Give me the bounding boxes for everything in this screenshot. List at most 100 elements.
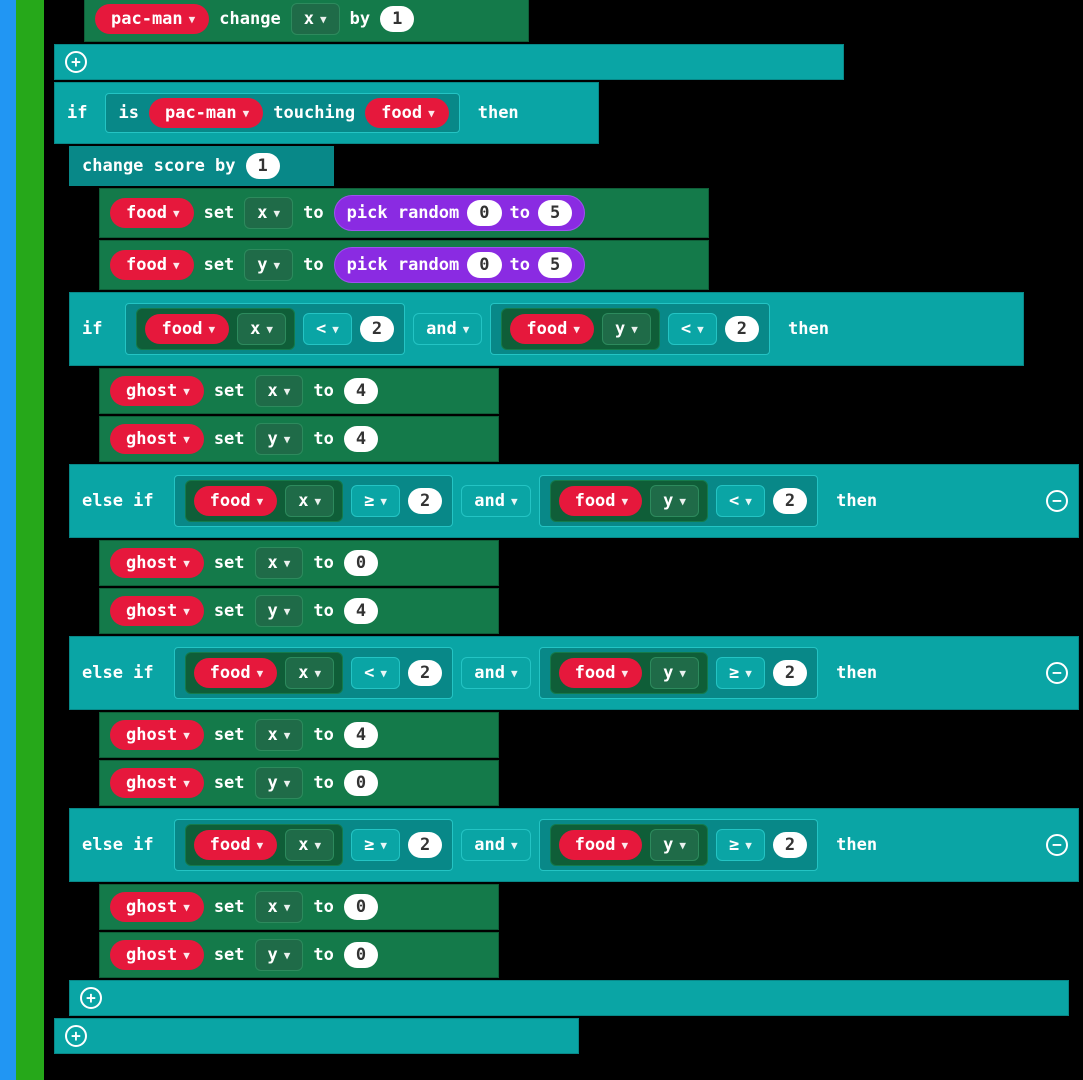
minus-icon[interactable]: −	[1046, 490, 1068, 512]
minus-icon[interactable]: −	[1046, 662, 1068, 684]
sprite-dropdown-ghost[interactable]: ghost▼	[110, 424, 204, 454]
add-slot-bar[interactable]: +	[54, 1018, 579, 1054]
var-dropdown[interactable]: y▼	[255, 939, 304, 971]
ghost-set-block[interactable]: ghost▼ set x▼ to 0	[99, 884, 499, 930]
value-input[interactable]: 5	[538, 252, 572, 278]
var-dropdown-y[interactable]: y▼	[244, 249, 293, 281]
set-random-y-block[interactable]: food▼ set y▼ to pick random 0 to 5	[99, 240, 709, 290]
value-input[interactable]: 0	[344, 942, 378, 968]
sprite-dropdown-food[interactable]: food▼	[110, 198, 194, 228]
var-dropdown-x[interactable]: x▼	[285, 485, 334, 517]
plus-icon[interactable]: +	[80, 987, 102, 1009]
sprite-dropdown-food[interactable]: food▼	[194, 486, 278, 516]
ghost-set-block[interactable]: ghost▼ set y▼ to 0	[99, 932, 499, 978]
value-input[interactable]: 2	[773, 660, 807, 686]
var-dropdown[interactable]: x▼	[255, 891, 304, 923]
value-input[interactable]: 2	[408, 832, 442, 858]
var-dropdown-y[interactable]: y▼	[602, 313, 651, 345]
operator-dropdown[interactable]: <▼	[303, 313, 352, 345]
if-condition-block[interactable]: if food▼ x▼ <▼ 2 and▼ food▼ y▼ <▼ 2 then	[69, 292, 1024, 366]
sprite-dropdown-food[interactable]: food▼	[559, 830, 643, 860]
logic-dropdown[interactable]: and▼	[413, 313, 482, 345]
operator-dropdown[interactable]: <▼	[668, 313, 717, 345]
ghost-set-block[interactable]: ghost▼ set x▼ to 4	[99, 712, 499, 758]
minus-icon[interactable]: −	[1046, 834, 1068, 856]
sprite-dropdown-food[interactable]: food▼	[365, 98, 449, 128]
var-dropdown-x[interactable]: x▼	[244, 197, 293, 229]
sprite-dropdown-ghost[interactable]: ghost▼	[110, 596, 204, 626]
value-input[interactable]: 4	[344, 426, 378, 452]
var-dropdown-x[interactable]: x ▼	[291, 3, 340, 35]
plus-icon[interactable]: +	[65, 1025, 87, 1047]
var-dropdown-x[interactable]: x▼	[237, 313, 286, 345]
change-x-block[interactable]: pac-man ▼ change x ▼ by 1	[84, 0, 529, 42]
pick-random-block[interactable]: pick random 0 to 5	[334, 195, 586, 231]
add-slot-bar[interactable]: +	[54, 44, 844, 80]
sprite-dropdown-food[interactable]: food▼	[145, 314, 229, 344]
sprite-dropdown-pacman[interactable]: pac-man ▼	[95, 4, 209, 34]
value-input[interactable]: 2	[408, 660, 442, 686]
value-input[interactable]: 0	[344, 550, 378, 576]
value-input[interactable]: 4	[344, 598, 378, 624]
sprite-dropdown-food[interactable]: food▼	[559, 658, 643, 688]
value-input[interactable]: 1	[246, 153, 280, 179]
value-input[interactable]: 2	[773, 488, 807, 514]
operator-dropdown[interactable]: <▼	[716, 485, 765, 517]
elseif-condition-block[interactable]: else if food▼ x▼ <▼ 2 and▼ food▼ y▼ ≥▼ 2…	[69, 636, 1079, 710]
var-dropdown-y[interactable]: y▼	[650, 829, 699, 861]
var-dropdown-y[interactable]: y▼	[650, 485, 699, 517]
sprite-dropdown-pacman[interactable]: pac-man▼	[149, 98, 263, 128]
logic-dropdown[interactable]: and▼	[461, 657, 530, 689]
sprite-dropdown-food[interactable]: food▼	[194, 658, 278, 688]
value-input[interactable]: 4	[344, 722, 378, 748]
value-input[interactable]: 2	[408, 488, 442, 514]
var-dropdown[interactable]: x▼	[255, 547, 304, 579]
value-input[interactable]: 2	[725, 316, 759, 342]
ghost-set-block[interactable]: ghost▼ set y▼ to 0	[99, 760, 499, 806]
ghost-set-block[interactable]: ghost▼ set x▼ to 0	[99, 540, 499, 586]
var-dropdown[interactable]: x▼	[255, 375, 304, 407]
value-input[interactable]: 0	[467, 200, 501, 226]
sprite-dropdown-ghost[interactable]: ghost▼	[110, 548, 204, 578]
var-dropdown[interactable]: x▼	[255, 719, 304, 751]
value-input[interactable]: 4	[344, 378, 378, 404]
logic-dropdown[interactable]: and▼	[461, 485, 530, 517]
value-input[interactable]: 0	[344, 770, 378, 796]
ghost-set-block[interactable]: ghost▼ set x▼ to 4	[99, 368, 499, 414]
var-dropdown[interactable]: y▼	[255, 423, 304, 455]
add-slot-bar[interactable]: +	[69, 980, 1069, 1016]
elseif-condition-block[interactable]: else if food▼ x▼ ≥▼ 2 and▼ food▼ y▼ <▼ 2…	[69, 464, 1079, 538]
sprite-dropdown-food[interactable]: food▼	[510, 314, 594, 344]
operator-dropdown[interactable]: ≥▼	[351, 829, 400, 861]
var-dropdown[interactable]: y▼	[255, 767, 304, 799]
var-dropdown-y[interactable]: y▼	[650, 657, 699, 689]
change-score-block[interactable]: change score by 1	[69, 146, 334, 186]
sprite-dropdown-ghost[interactable]: ghost▼	[110, 720, 204, 750]
value-input[interactable]: 5	[538, 200, 572, 226]
if-touching-block[interactable]: if is pac-man▼ touching food▼ then	[54, 82, 599, 144]
elseif-condition-block[interactable]: else if food▼ x▼ ≥▼ 2 and▼ food▼ y▼ ≥▼ 2…	[69, 808, 1079, 882]
sprite-dropdown-ghost[interactable]: ghost▼	[110, 376, 204, 406]
plus-icon[interactable]: +	[65, 51, 87, 73]
sprite-dropdown-food[interactable]: food▼	[194, 830, 278, 860]
sprite-dropdown-food[interactable]: food▼	[110, 250, 194, 280]
ghost-set-block[interactable]: ghost▼ set y▼ to 4	[99, 588, 499, 634]
set-random-x-block[interactable]: food▼ set x▼ to pick random 0 to 5	[99, 188, 709, 238]
operator-dropdown[interactable]: ≥▼	[351, 485, 400, 517]
sprite-dropdown-ghost[interactable]: ghost▼	[110, 768, 204, 798]
value-input[interactable]: 2	[773, 832, 807, 858]
sprite-dropdown-ghost[interactable]: ghost▼	[110, 940, 204, 970]
logic-dropdown[interactable]: and▼	[461, 829, 530, 861]
operator-dropdown[interactable]: ≥▼	[716, 657, 765, 689]
var-dropdown-x[interactable]: x▼	[285, 829, 334, 861]
value-input[interactable]: 0	[344, 894, 378, 920]
sprite-dropdown-food[interactable]: food▼	[559, 486, 643, 516]
ghost-set-block[interactable]: ghost▼ set y▼ to 4	[99, 416, 499, 462]
value-input[interactable]: 1	[380, 6, 414, 32]
sprite-dropdown-ghost[interactable]: ghost▼	[110, 892, 204, 922]
value-input[interactable]: 2	[360, 316, 394, 342]
pick-random-block[interactable]: pick random 0 to 5	[334, 247, 586, 283]
operator-dropdown[interactable]: ≥▼	[716, 829, 765, 861]
var-dropdown-x[interactable]: x▼	[285, 657, 334, 689]
value-input[interactable]: 0	[467, 252, 501, 278]
